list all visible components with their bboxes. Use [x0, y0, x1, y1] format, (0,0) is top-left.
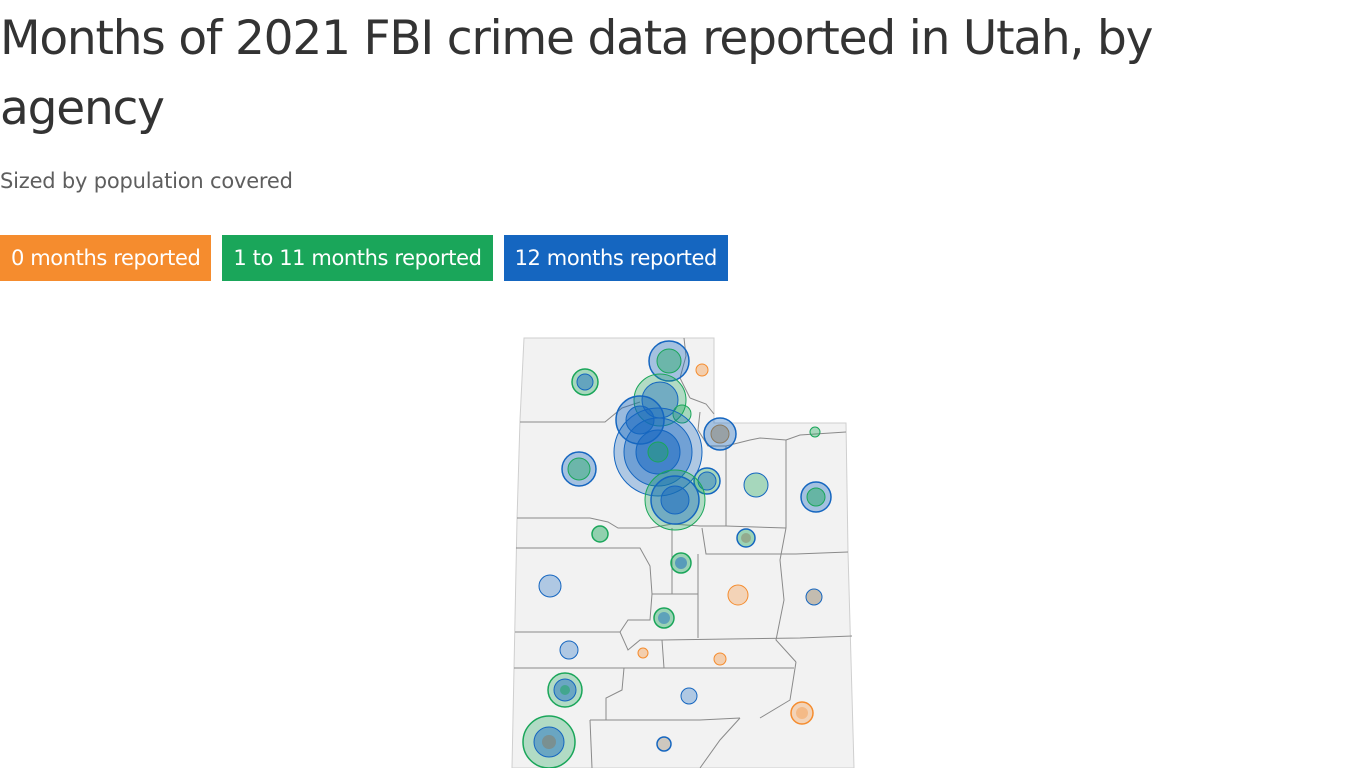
- agency-bubble: [736, 528, 756, 548]
- agency-bubble: [656, 736, 672, 752]
- agency-bubble: [800, 481, 832, 513]
- agency-bubble: [591, 525, 609, 543]
- agency-bubble: [576, 373, 594, 391]
- county-borders: [514, 337, 853, 768]
- agency-bubble: [653, 607, 675, 629]
- agency-bubble: [571, 368, 599, 396]
- agency-bubble: [796, 707, 808, 719]
- chart-title: Months of 2021 FBI crime data reported i…: [0, 11, 1153, 136]
- agency-bubble: [713, 652, 727, 666]
- chart-subtitle: Sized by population covered: [0, 169, 293, 193]
- agency-bubble: [625, 405, 655, 435]
- agency-bubble: [560, 685, 570, 695]
- agency-bubble: [635, 429, 681, 475]
- legend-item-partial-months: 1 to 11 months reported: [222, 235, 493, 281]
- legend: 0 months reported 1 to 11 months reporte…: [0, 235, 728, 281]
- legend-item-zero-months: 0 months reported: [0, 235, 212, 281]
- agency-bubble: [542, 735, 556, 749]
- agency-bubble: [695, 363, 709, 377]
- agency-bubble: [648, 340, 690, 382]
- agency-bubble: [647, 441, 669, 463]
- agency-bubble: [727, 584, 749, 606]
- legend-item-full-months: 12 months reported: [503, 235, 728, 281]
- agency-bubble: [805, 588, 823, 606]
- agency-bubble: [710, 424, 730, 444]
- agency-bubble: [809, 426, 821, 438]
- agency-bubble: [743, 472, 769, 498]
- agency-bubble: [675, 557, 687, 569]
- agency-bubble: [790, 701, 814, 725]
- agency-bubble: [658, 612, 670, 624]
- agency-bubble: [561, 451, 597, 487]
- agency-bubble: [680, 687, 698, 705]
- agency-bubble: [538, 574, 562, 598]
- agency-bubble: [741, 533, 751, 543]
- agency-bubble: [637, 647, 649, 659]
- agency-bubble: [656, 348, 682, 374]
- agency-bubble: [703, 417, 737, 451]
- agency-bubble: [567, 457, 591, 481]
- agency-bubbles: [522, 340, 832, 768]
- agency-bubble: [660, 485, 690, 515]
- agency-bubble: [559, 640, 579, 660]
- agency-bubble: [806, 487, 826, 507]
